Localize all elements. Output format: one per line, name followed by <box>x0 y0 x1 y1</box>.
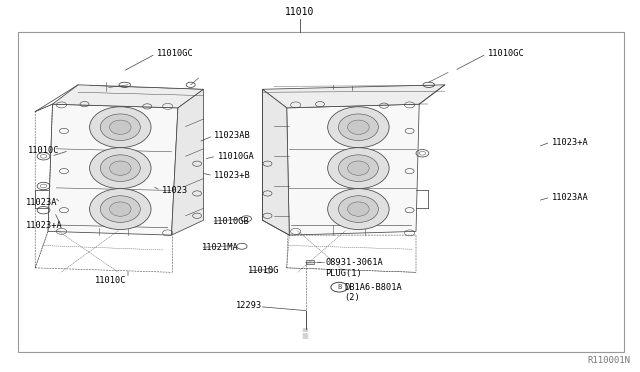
Ellipse shape <box>90 189 151 230</box>
Ellipse shape <box>328 148 389 189</box>
Text: 12293: 12293 <box>236 301 262 310</box>
Text: DB1A6-B801A: DB1A6-B801A <box>344 283 402 292</box>
Text: 11023+A: 11023+A <box>26 221 62 230</box>
Ellipse shape <box>328 107 389 148</box>
Text: 11010GC: 11010GC <box>488 49 524 58</box>
Ellipse shape <box>109 161 131 175</box>
Ellipse shape <box>348 202 369 216</box>
Text: 11010: 11010 <box>285 7 314 17</box>
Ellipse shape <box>90 107 151 148</box>
Text: 11023AB: 11023AB <box>214 131 251 140</box>
Text: (2): (2) <box>344 293 360 302</box>
Text: 11023+A: 11023+A <box>552 138 588 147</box>
Bar <box>18 32 624 352</box>
Polygon shape <box>48 104 178 235</box>
Text: PLUG(1): PLUG(1) <box>325 269 362 278</box>
Polygon shape <box>287 104 419 235</box>
Ellipse shape <box>328 189 389 230</box>
Text: 08931-3061A: 08931-3061A <box>325 258 383 267</box>
Text: 11010C: 11010C <box>28 146 59 155</box>
Ellipse shape <box>100 155 140 182</box>
Polygon shape <box>172 89 204 235</box>
Text: 11023AA: 11023AA <box>552 193 588 202</box>
Ellipse shape <box>348 120 369 134</box>
Ellipse shape <box>348 161 369 175</box>
Text: R110001N: R110001N <box>588 356 630 365</box>
Ellipse shape <box>100 196 140 222</box>
Ellipse shape <box>339 155 378 182</box>
Text: 11023+B: 11023+B <box>214 171 251 180</box>
Ellipse shape <box>339 114 378 141</box>
Text: 11010GC: 11010GC <box>157 49 193 58</box>
Polygon shape <box>262 89 289 235</box>
Text: 11010C: 11010C <box>95 276 126 285</box>
Text: 11010GA: 11010GA <box>218 152 254 161</box>
Polygon shape <box>262 85 445 108</box>
Text: 11010GB: 11010GB <box>212 217 249 226</box>
Ellipse shape <box>109 202 131 216</box>
Text: 11023A: 11023A <box>26 198 57 207</box>
Ellipse shape <box>339 196 378 222</box>
Polygon shape <box>52 85 204 108</box>
Ellipse shape <box>90 148 151 189</box>
Text: 11010G: 11010G <box>248 266 280 275</box>
Ellipse shape <box>100 114 140 141</box>
Ellipse shape <box>109 120 131 134</box>
Text: 11023: 11023 <box>162 186 188 195</box>
Text: B: B <box>337 284 341 290</box>
Bar <box>306 260 314 264</box>
Text: 11021MA: 11021MA <box>202 243 238 252</box>
